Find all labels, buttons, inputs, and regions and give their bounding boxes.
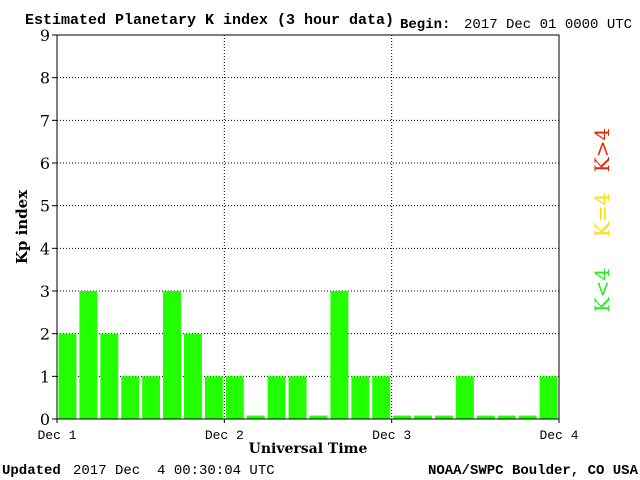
kp-bar [142,376,161,419]
kp-bar [246,415,265,419]
kp-bar [455,376,474,419]
y-tick-label: 0 [40,410,50,429]
chart-title: Estimated Planetary K index (3 hour data… [25,12,394,29]
kp-bar [58,333,77,419]
begin-value: 2017 Dec 01 0000 UTC [464,17,632,33]
y-tick-label: 7 [40,111,50,130]
y-tick-label: 4 [40,239,50,258]
y-tick-label: 6 [40,154,50,173]
x-tick-label: Dec 1 [37,428,76,443]
x-axis-label: Universal Time [249,441,368,457]
grid-lines [57,35,559,419]
y-tick-label: 1 [40,367,50,386]
kp-bar [518,415,537,419]
x-tick-label: Dec 3 [372,428,411,443]
updated-value: 2017 Dec 4 00:30:04 UTC [73,463,275,479]
x-tick-label: Dec 2 [205,428,244,443]
kp-bar [267,376,286,419]
y-tick-label: 2 [40,325,50,344]
bars-group [58,291,558,419]
kp-bar [184,333,202,419]
kp-legend: K<4 K=4 K>4 [590,128,614,312]
y-tick-label: 5 [40,197,50,216]
begin-label: Begin: [400,17,450,33]
y-axis-label: Kp index [13,189,31,264]
kp-bar [393,415,412,419]
kp-bar [414,415,432,419]
kp-bar [163,291,181,419]
kp-bar [539,376,558,419]
kp-bar [225,376,244,419]
kp-bar [476,415,495,419]
updated-label: Updated [2,463,61,479]
kp-bar [100,333,119,419]
source-credit: NOAA/SWPC Boulder, CO USA [428,463,639,479]
plot-frame [56,34,560,420]
kp-bar [121,376,140,419]
kp-bar [309,415,328,419]
y-tick-label: 9 [40,26,50,45]
kp-bar [204,376,223,419]
kp-bar [435,415,453,419]
legend-item: K=4 [590,193,614,237]
kp-bar [351,376,370,419]
x-axis-ticks: Dec 1 Dec 2 Dec 3 Dec 4 [37,419,579,443]
kp-bar [288,376,307,419]
y-axis-ticks: 0 1 2 3 4 5 6 7 8 9 [40,26,57,429]
kp-bar [330,291,349,419]
legend-item: K>4 [590,128,614,172]
kp-bar [497,415,516,419]
kp-bar [79,291,98,419]
legend-item: K<4 [590,268,614,312]
x-tick-label: Dec 4 [539,428,578,443]
kp-bar [372,376,391,419]
y-tick-label: 8 [40,69,50,88]
y-tick-label: 3 [40,282,50,301]
